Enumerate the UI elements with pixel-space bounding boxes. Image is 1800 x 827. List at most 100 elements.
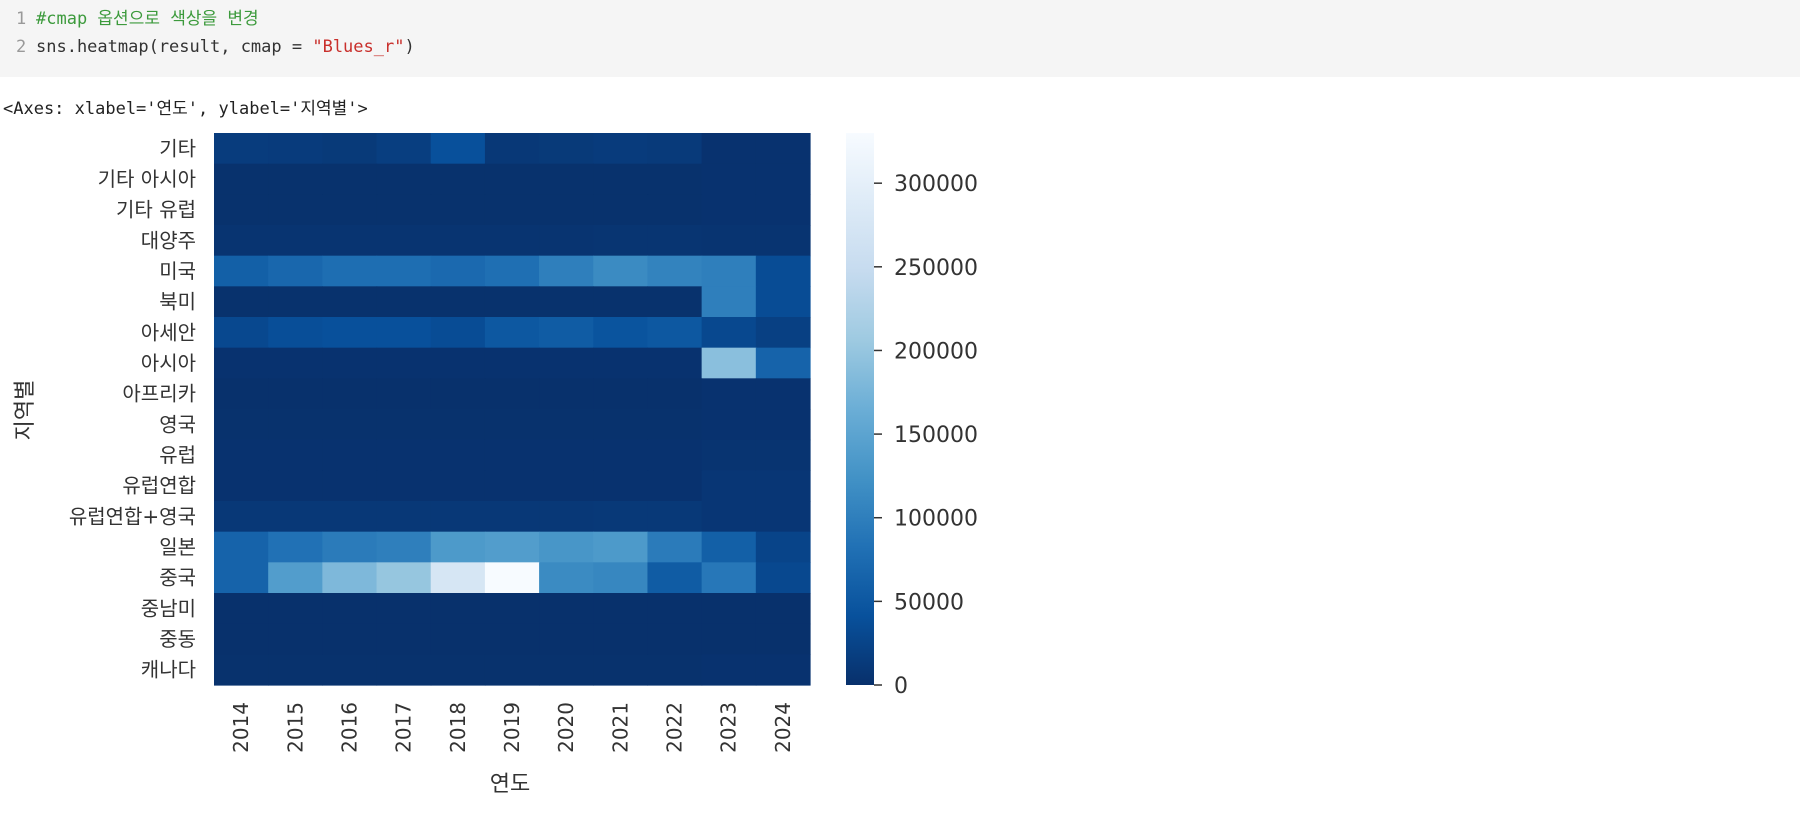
heatmap-cell — [268, 163, 323, 195]
heatmap-cell — [539, 255, 594, 287]
heatmap-cell — [539, 317, 594, 349]
heatmap-cell — [539, 225, 594, 257]
heatmap-cell — [214, 378, 269, 410]
heatmap-cell — [322, 225, 378, 257]
heatmap-cell — [593, 347, 649, 379]
line-number: 2 — [16, 37, 27, 57]
heatmap-cell — [268, 531, 323, 563]
heatmap-cell — [214, 501, 269, 533]
heatmap-cell — [322, 531, 378, 563]
y-tick-label: 기타 유럽 — [116, 198, 196, 222]
colorbar-tick-label: 250000 — [894, 256, 978, 281]
heatmap-cell — [647, 409, 703, 441]
heatmap-cell — [539, 470, 594, 502]
y-tick-label: 유럽 — [159, 443, 196, 467]
code-string: "Blues_r" — [312, 37, 405, 57]
cell-output-text: <Axes: xlabel='연도', ylabel='지역별'> — [3, 99, 368, 119]
heatmap-cell — [376, 531, 432, 563]
heatmap-cell — [647, 286, 703, 318]
heatmap-cell — [539, 286, 594, 318]
heatmap-cell — [268, 409, 323, 441]
heatmap-cell — [376, 317, 432, 349]
heatmap-cell — [430, 378, 486, 410]
heatmap-cell — [701, 255, 757, 287]
heatmap-cell — [322, 654, 378, 686]
heatmap-cell — [484, 347, 540, 379]
y-tick-label: 아세안 — [141, 320, 196, 344]
heatmap-cell — [484, 317, 540, 349]
heatmap-cell — [322, 501, 378, 533]
y-tick-label: 대양주 — [141, 228, 196, 252]
heatmap-cell — [484, 439, 540, 471]
heatmap-cell — [593, 593, 649, 625]
heatmap-cell — [593, 378, 649, 410]
heatmap-cell — [755, 439, 811, 471]
heatmap-cell — [376, 654, 432, 686]
heatmap-cell — [647, 531, 703, 563]
heatmap-cell — [268, 286, 323, 318]
heatmap-cell — [755, 593, 811, 625]
heatmap-cell — [593, 194, 649, 226]
heatmap-cell — [701, 317, 757, 349]
heatmap-cell — [593, 163, 649, 195]
heatmap-cell — [755, 347, 811, 379]
heatmap-cell — [214, 255, 269, 287]
heatmap-cell — [430, 194, 486, 226]
heatmap-cell — [430, 531, 486, 563]
heatmap-cell — [593, 225, 649, 257]
heatmap-cell — [430, 347, 486, 379]
heatmap-cell — [268, 378, 323, 410]
heatmap-cell — [701, 593, 757, 625]
heatmap-cell — [484, 194, 540, 226]
heatmap-cell — [376, 347, 432, 379]
heatmap-cell — [268, 439, 323, 471]
heatmap-cell — [755, 163, 811, 195]
heatmap-cell — [376, 562, 432, 594]
heatmap-cell — [214, 163, 269, 195]
heatmap-cell — [430, 439, 486, 471]
colorbar-tick-label: 0 — [894, 674, 908, 699]
heatmap-cell — [539, 623, 594, 655]
y-tick-label: 아시아 — [141, 351, 196, 375]
heatmap-cell — [755, 225, 811, 257]
heatmap-cell — [701, 562, 757, 594]
heatmap-cell — [430, 654, 486, 686]
heatmap-cell — [484, 255, 540, 287]
heatmap-cell — [214, 470, 269, 502]
line-number: 1 — [16, 9, 27, 29]
heatmap-cell — [484, 623, 540, 655]
heatmap-cell — [755, 133, 811, 165]
colorbar — [846, 133, 874, 685]
colorbar-ticks: 0 50000 100000 150000 200000 250000 300000 — [874, 172, 978, 699]
heatmap-cell — [539, 531, 594, 563]
heatmap-cell — [539, 562, 594, 594]
heatmap-cell — [647, 163, 703, 195]
heatmap-cell — [322, 347, 378, 379]
heatmap-cell — [593, 255, 649, 287]
heatmap-cell — [268, 470, 323, 502]
heatmap-cell — [539, 501, 594, 533]
heatmap-cell — [701, 378, 757, 410]
heatmap-cell — [376, 439, 432, 471]
heatmap-cell — [593, 439, 649, 471]
heatmap-cell — [701, 133, 757, 165]
heatmap-cell — [214, 347, 269, 379]
y-tick-label: 기타 아시아 — [98, 167, 196, 191]
code-line-1: 1 #cmap 옵션으로 색상을 변경 — [16, 8, 259, 30]
colorbar-tick-label: 150000 — [894, 423, 978, 448]
heatmap-cell — [755, 194, 811, 226]
x-tick-label: 2022 — [663, 702, 687, 753]
heatmap-cell — [376, 623, 432, 655]
heatmap-cell — [539, 593, 594, 625]
code-cell[interactable]: 1 #cmap 옵션으로 색상을 변경 2 sns.heatmap(result, … — [0, 0, 1800, 77]
heatmap-cell — [214, 286, 269, 318]
heatmap-cell — [701, 409, 757, 441]
heatmap-cell — [701, 439, 757, 471]
x-tick-labels: 2014 2015 2016 2017 2018 2019 2020 2021 2022 2023… — [229, 702, 795, 753]
heatmap-cell — [214, 225, 269, 257]
heatmap-cell — [539, 194, 594, 226]
heatmap-cell — [647, 439, 703, 471]
heatmap-cell — [376, 470, 432, 502]
heatmap-cell — [214, 194, 269, 226]
